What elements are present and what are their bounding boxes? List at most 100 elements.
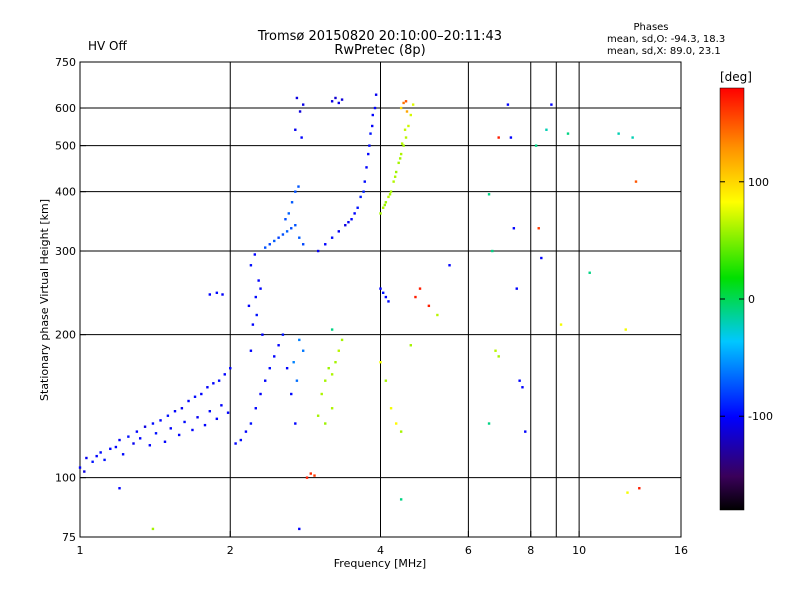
phase-stats-x: mean, sd,X: 89.0, 23.1 xyxy=(607,46,721,57)
data-point xyxy=(220,404,223,407)
data-point xyxy=(389,407,393,410)
data-point xyxy=(109,447,112,451)
x-tick-label: 10 xyxy=(572,544,586,557)
data-point xyxy=(196,416,199,419)
data-point xyxy=(264,379,267,382)
colorbar-ticks: 100 0 -100 xyxy=(720,176,773,423)
data-point xyxy=(138,437,142,440)
data-point xyxy=(255,313,258,317)
data-point xyxy=(206,386,209,389)
y-tick-label: 300 xyxy=(55,245,76,258)
data-point xyxy=(638,487,641,490)
data-point xyxy=(159,419,162,422)
data-point xyxy=(363,180,366,183)
data-point xyxy=(298,236,301,239)
data-point xyxy=(330,100,334,103)
data-point xyxy=(524,430,527,433)
data-point xyxy=(324,422,327,425)
data-point xyxy=(277,344,280,347)
data-point xyxy=(383,203,386,207)
data-point xyxy=(313,474,316,477)
data-point xyxy=(521,386,524,389)
data-point xyxy=(132,442,135,445)
data-point xyxy=(330,373,334,376)
data-point xyxy=(301,349,305,352)
data-point xyxy=(154,432,158,435)
data-point xyxy=(215,291,219,295)
y-tick-label: 200 xyxy=(55,329,76,342)
data-point xyxy=(631,136,634,139)
data-point xyxy=(402,144,405,147)
data-point xyxy=(512,227,516,230)
data-point xyxy=(290,201,294,204)
data-point xyxy=(253,253,257,256)
data-point xyxy=(330,236,334,239)
x-axis-ticks: 1 2 4 6 8 10 16 xyxy=(77,531,688,557)
data-point xyxy=(223,373,226,376)
data-point xyxy=(85,456,88,460)
data-point xyxy=(301,243,305,246)
data-point xyxy=(135,430,139,433)
data-point xyxy=(249,422,253,425)
data-point xyxy=(191,428,194,432)
data-point xyxy=(626,491,629,494)
data-point xyxy=(259,392,262,396)
data-point xyxy=(399,498,403,501)
data-point xyxy=(316,414,320,417)
data-point xyxy=(340,98,344,101)
grid-lines xyxy=(80,62,681,537)
data-point xyxy=(381,206,385,209)
data-point xyxy=(550,103,553,106)
data-point xyxy=(387,195,390,199)
data-point xyxy=(367,152,370,156)
data-point xyxy=(497,136,500,139)
data-point xyxy=(566,132,570,135)
data-point xyxy=(509,136,513,139)
data-point xyxy=(353,212,356,215)
data-point xyxy=(292,361,295,364)
data-point xyxy=(290,392,293,396)
data-point xyxy=(247,304,251,308)
y-tick-label: 100 xyxy=(55,472,76,485)
data-point xyxy=(173,410,177,413)
data-point xyxy=(347,220,350,224)
y-tick-label: 600 xyxy=(55,102,76,115)
data-point xyxy=(436,313,439,317)
data-point xyxy=(295,379,299,382)
data-point xyxy=(334,96,337,100)
y-axis-ticks: 75 100 200 300 400 500 600 750 xyxy=(55,56,86,544)
data-point xyxy=(217,379,221,382)
data-point xyxy=(281,233,285,236)
data-point xyxy=(226,411,230,414)
data-point xyxy=(373,106,377,110)
data-point xyxy=(83,470,86,473)
data-point xyxy=(545,128,548,131)
y-axis-label: Stationary phase Virtual Height [km] xyxy=(38,199,51,401)
data-point xyxy=(381,291,385,295)
y-tick-label: 750 xyxy=(55,56,76,69)
data-point xyxy=(330,407,334,410)
data-point xyxy=(177,433,181,437)
data-point xyxy=(337,349,341,352)
data-point xyxy=(183,420,186,424)
data-point xyxy=(254,407,257,410)
data-point xyxy=(399,430,403,433)
data-point xyxy=(221,293,224,296)
data-point xyxy=(127,435,130,438)
data-point xyxy=(295,96,299,100)
data-point xyxy=(99,451,102,454)
data-point xyxy=(212,382,215,385)
data-point xyxy=(540,256,543,260)
data-point xyxy=(229,366,232,370)
data-point xyxy=(487,422,491,425)
data-point xyxy=(273,239,276,243)
data-point xyxy=(404,100,408,103)
data-point xyxy=(290,227,293,230)
data-point xyxy=(327,366,330,370)
data-point xyxy=(427,304,431,308)
data-point xyxy=(208,293,212,296)
x-axis-label: Frequency [MHz] xyxy=(334,557,426,570)
data-point xyxy=(379,212,382,215)
data-point xyxy=(394,170,398,174)
